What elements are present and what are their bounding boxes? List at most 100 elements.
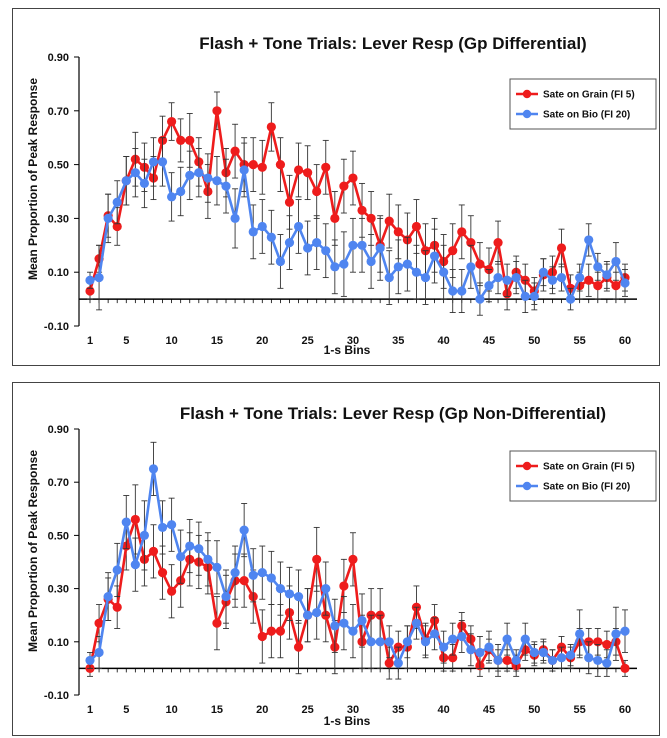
data-point xyxy=(330,213,340,223)
x-tick-label: 15 xyxy=(211,704,223,716)
data-point xyxy=(239,165,249,175)
data-point xyxy=(439,642,449,652)
data-point xyxy=(429,251,440,261)
data-point xyxy=(593,655,603,666)
data-point xyxy=(266,626,276,636)
y-axis-label: Mean Proportion of Peak Response xyxy=(26,450,40,652)
x-tick-label: 10 xyxy=(165,704,177,716)
data-point xyxy=(575,629,585,639)
y-tick-label: 0.50 xyxy=(48,530,69,542)
x-tick-label: 45 xyxy=(483,704,495,716)
data-point xyxy=(593,281,603,291)
y-tick-label: -0.10 xyxy=(44,321,69,333)
data-point xyxy=(248,160,258,170)
x-tick-label: 55 xyxy=(574,335,586,347)
data-point xyxy=(520,291,530,302)
data-point xyxy=(203,173,213,183)
data-point xyxy=(339,581,349,591)
data-point xyxy=(312,238,322,248)
data-point xyxy=(239,525,249,535)
data-point xyxy=(584,653,594,663)
data-point xyxy=(221,181,231,191)
data-point xyxy=(620,663,630,673)
data-point xyxy=(194,168,204,178)
data-point xyxy=(538,267,548,277)
data-point xyxy=(321,162,331,172)
data-point xyxy=(266,122,276,132)
data-point xyxy=(176,135,186,145)
data-point xyxy=(266,573,276,583)
data-point xyxy=(529,291,539,302)
data-point xyxy=(284,589,295,599)
data-point xyxy=(611,256,621,267)
data-point xyxy=(330,262,340,272)
data-point xyxy=(275,584,286,594)
data-point xyxy=(493,655,503,666)
data-point xyxy=(293,591,304,602)
data-point xyxy=(303,610,313,620)
x-tick-label: 35 xyxy=(392,335,404,347)
data-point xyxy=(611,281,621,291)
data-point xyxy=(303,168,313,178)
x-tick-label: 1 xyxy=(87,335,93,347)
data-point xyxy=(130,514,140,525)
data-point xyxy=(411,221,422,232)
data-point xyxy=(411,267,422,277)
x-tick-label: 40 xyxy=(438,704,450,716)
x-tick-label: 5 xyxy=(123,335,129,347)
data-point xyxy=(330,621,340,631)
data-point xyxy=(384,637,394,647)
data-point xyxy=(230,146,240,156)
data-point xyxy=(321,584,331,594)
data-point xyxy=(366,256,376,267)
data-point xyxy=(167,116,177,127)
data-point xyxy=(448,246,458,256)
series-grain xyxy=(85,484,630,680)
chart-non-differential: Flash + Tone Trials: Lever Resp (Gp Non-… xyxy=(26,404,657,728)
data-point xyxy=(457,286,467,296)
data-point xyxy=(439,267,449,277)
y-tick-label: 0.30 xyxy=(48,584,69,596)
data-point xyxy=(393,262,403,272)
x-tick-label: 30 xyxy=(347,335,359,347)
data-point xyxy=(348,626,358,636)
data-point xyxy=(448,286,458,296)
y-tick-label: 0.90 xyxy=(48,424,69,436)
data-point xyxy=(429,629,440,639)
data-point xyxy=(475,294,485,304)
data-point xyxy=(185,135,195,145)
x-tick-label: 20 xyxy=(256,335,268,347)
data-point xyxy=(321,246,331,256)
x-tick-label: 60 xyxy=(619,335,631,347)
data-point xyxy=(393,227,403,237)
x-tick-label: 25 xyxy=(302,335,314,347)
y-tick-label: 0.10 xyxy=(48,637,69,649)
data-point xyxy=(230,568,240,578)
data-point xyxy=(176,552,186,562)
data-point xyxy=(230,213,240,223)
legend-label: Sate on Grain (FI 5) xyxy=(543,90,635,101)
data-point xyxy=(85,275,95,285)
data-point xyxy=(103,591,113,602)
data-point xyxy=(185,170,195,180)
data-point xyxy=(339,618,349,628)
legend-swatch-marker xyxy=(522,89,532,99)
data-point xyxy=(538,647,548,658)
data-point xyxy=(103,213,113,223)
data-point xyxy=(94,618,104,628)
data-point xyxy=(620,626,630,636)
data-point xyxy=(248,227,258,237)
series-line xyxy=(88,110,626,299)
data-point xyxy=(339,181,349,191)
chart-title: Flash + Tone Trials: Lever Resp (Gp Non-… xyxy=(180,404,606,423)
x-tick-label: 40 xyxy=(438,335,450,347)
data-point xyxy=(593,262,603,272)
data-point xyxy=(375,637,385,647)
data-point xyxy=(121,517,131,527)
data-point xyxy=(275,626,286,636)
data-point xyxy=(529,647,539,658)
data-point xyxy=(502,634,512,644)
data-point xyxy=(493,238,503,248)
legend-swatch-marker xyxy=(522,109,532,119)
data-point xyxy=(511,655,521,666)
